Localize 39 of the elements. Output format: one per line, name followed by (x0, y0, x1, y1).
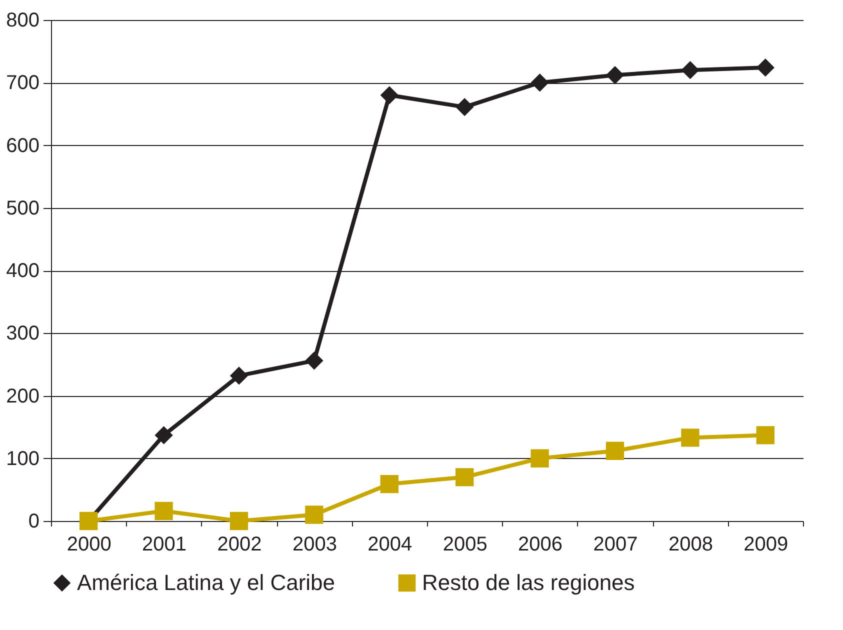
point (756, 58, 774, 77)
x-tick-label: 2006 (518, 534, 563, 556)
x-tick-label: 2009 (744, 534, 788, 556)
x-tick-label: 2005 (442, 534, 488, 556)
point (154, 502, 173, 520)
legend-label: Resto de las regiones (422, 570, 635, 595)
y-tick-label: 300 (6, 322, 40, 345)
point (230, 512, 248, 530)
x-tick-label: 2004 (368, 534, 412, 556)
y-tick-label: 0 (28, 510, 40, 532)
point (154, 426, 173, 444)
x-tick-label: 2001 (142, 534, 187, 556)
point (230, 366, 248, 385)
x-tick-label: 2008 (668, 534, 713, 556)
point (606, 442, 624, 460)
y-tick-label: 400 (6, 260, 40, 282)
y-tick-label: 700 (6, 72, 40, 94)
point (456, 98, 474, 116)
point (456, 468, 474, 486)
x-tick-label: 2003 (292, 534, 337, 556)
point (681, 428, 700, 447)
x-tick-label: 2000 (66, 534, 112, 556)
point (380, 474, 398, 494)
legend-label: América Latina y el Caribe (77, 570, 336, 595)
point (681, 61, 700, 80)
x-tick-label: 2002 (217, 534, 262, 556)
y-tick-label: 200 (6, 385, 40, 408)
y-tick-label: 500 (6, 197, 40, 220)
point (305, 506, 324, 524)
y-tick-label: 100 (6, 448, 40, 470)
point (530, 449, 549, 468)
y-tick-label: 800 (6, 10, 40, 32)
point (380, 86, 398, 104)
point (530, 74, 549, 92)
point (606, 66, 624, 84)
point (756, 426, 774, 444)
point (305, 352, 324, 370)
x-tick-label: 2007 (593, 534, 638, 556)
y-tick-label: 600 (6, 134, 40, 157)
